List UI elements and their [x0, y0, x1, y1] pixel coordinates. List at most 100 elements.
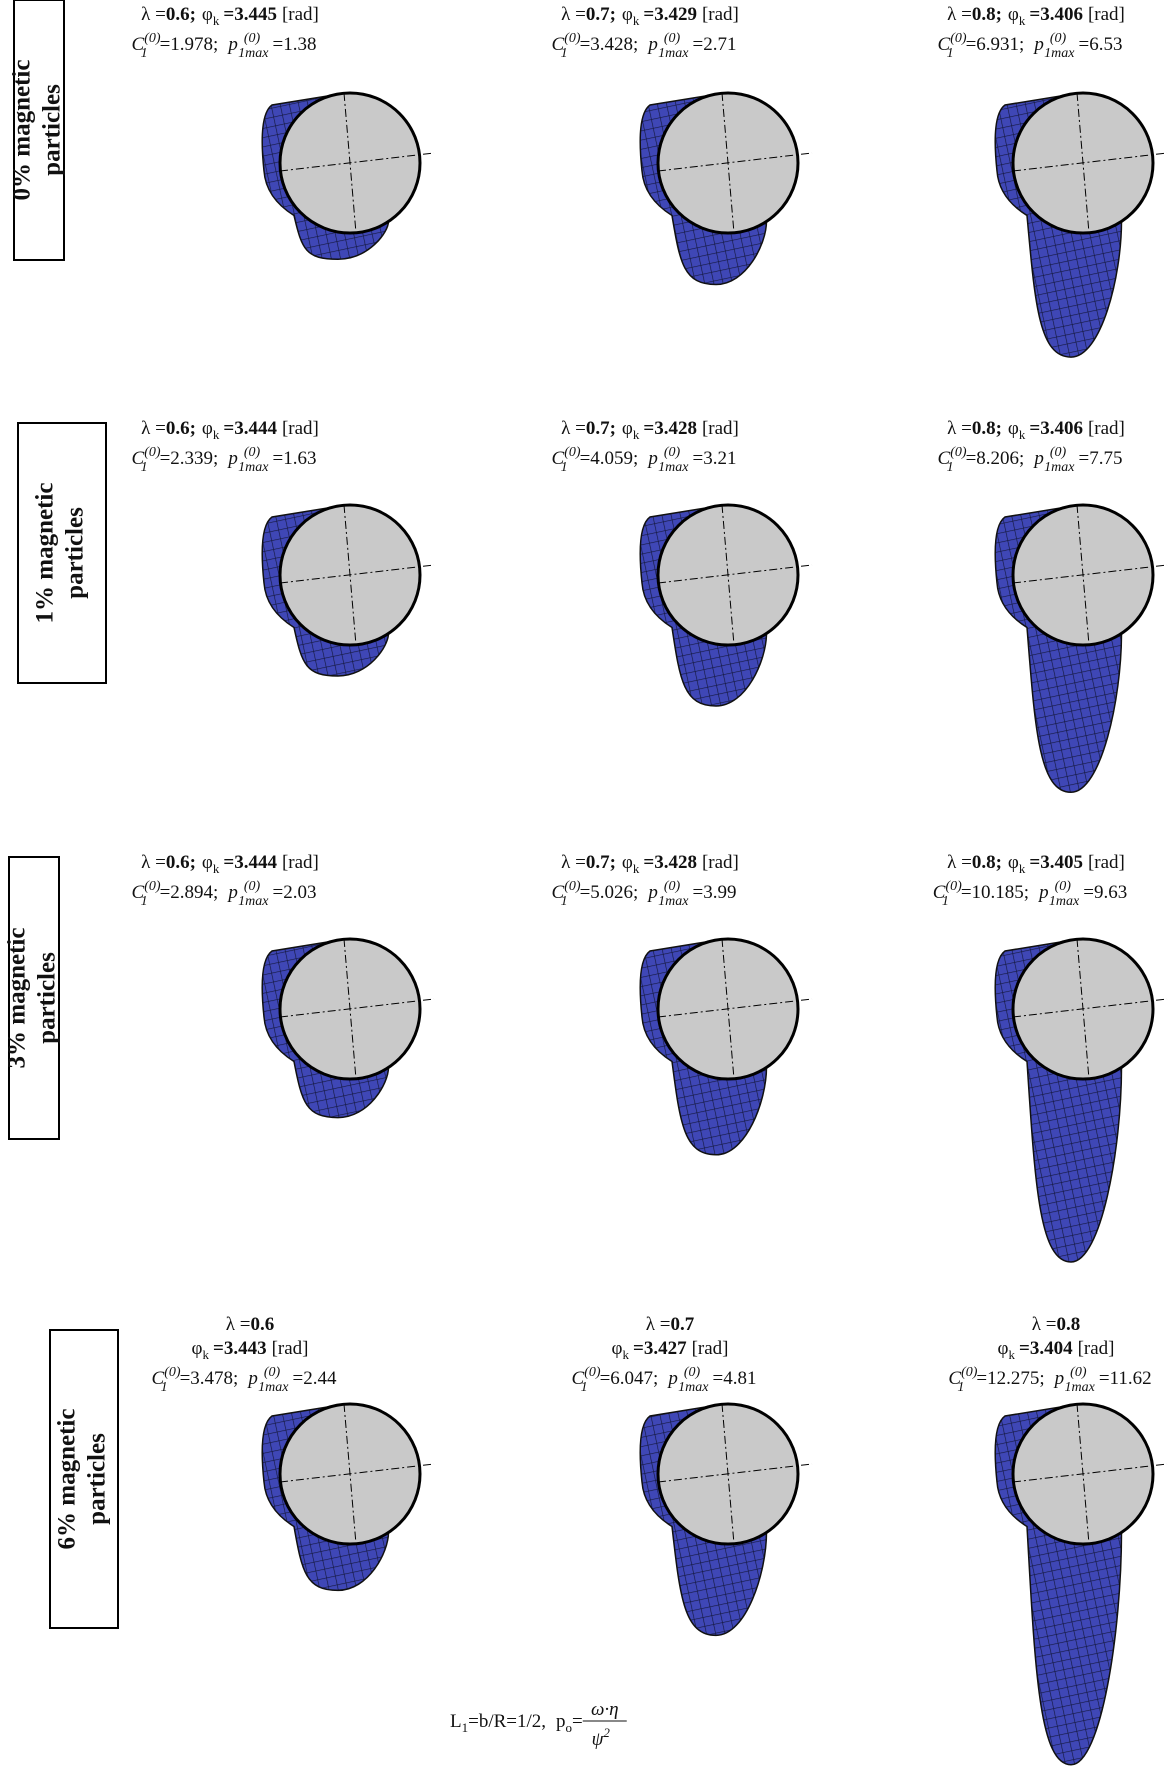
phi-value: 3.406 [1040, 4, 1083, 25]
coefficient-line: C(0)1=6.047;p(0)1max=4.81 [572, 1365, 757, 1395]
equals: = [160, 882, 171, 903]
equals: = [692, 34, 703, 55]
equals: = [600, 1368, 611, 1389]
cell: λ =0.8φk=3.404[rad]C(0)1=12.275;p(0)1max… [948, 1314, 1167, 1765]
phi-value: 3.405 [1040, 852, 1083, 873]
phi-subscript: k [213, 861, 220, 876]
unit: [rad] [272, 1338, 309, 1359]
separator: ; [213, 34, 218, 55]
lambda-symbol: λ = [1032, 1314, 1057, 1335]
lambda-symbol: λ = [561, 852, 586, 873]
p-symbol: p [226, 34, 238, 55]
c-value: 10.185 [972, 882, 1024, 903]
p-superscript: (0) [264, 1365, 281, 1380]
equals: = [580, 882, 591, 903]
cell: λ =0.8;φk=3.405[rad]C(0)1=10.185;p(0)1ma… [933, 852, 1167, 1262]
phi-symbol: φ [622, 852, 633, 873]
separator: ; [190, 4, 196, 25]
lambda-symbol: λ = [226, 1314, 251, 1335]
equals: = [976, 1368, 987, 1389]
c-value: 6.047 [610, 1368, 653, 1389]
p-value: 1.38 [283, 34, 316, 55]
p-superscript: (0) [1050, 31, 1067, 46]
unit: [rad] [1088, 852, 1125, 873]
unit: [rad] [702, 4, 739, 25]
p-superscript: (0) [664, 31, 681, 46]
phi-symbol: φ [202, 418, 213, 439]
p-subscript: 1max [238, 460, 269, 475]
cell: λ =0.6;φk=3.444[rad]C(0)1=2.894;p(0)1max… [132, 852, 434, 1118]
phi-symbol: φ [1008, 4, 1019, 25]
equals: = [712, 1368, 723, 1389]
row-label: particles [39, 84, 66, 176]
p-symbol: p [1037, 882, 1049, 903]
p-symbol: p [646, 882, 658, 903]
row-label: 1% magnetic [32, 483, 59, 624]
p-symbol: p [246, 1368, 258, 1389]
c-superscript: (0) [144, 31, 161, 46]
equals: = [272, 882, 283, 903]
lambda-value: 0.6 [166, 418, 190, 439]
phi-value: 3.445 [234, 4, 277, 25]
footer-numerator: ω·η [591, 1699, 619, 1720]
phi-subscript: k [1019, 13, 1026, 28]
lambda-symbol: λ = [141, 852, 166, 873]
equals: = [966, 448, 977, 469]
parameter-line: λ =0.8;φk=3.406[rad] [947, 4, 1125, 28]
separator: ; [633, 448, 638, 469]
p-value: 3.99 [703, 882, 736, 903]
c-subscript: 1 [141, 46, 148, 61]
equals: = [160, 34, 171, 55]
p-value: 9.63 [1094, 882, 1127, 903]
p-value: 11.62 [1110, 1368, 1152, 1389]
cell: λ =0.6;φk=3.444[rad]C(0)1=2.339;p(0)1max… [132, 418, 434, 676]
c-superscript: (0) [564, 31, 581, 46]
p-symbol: p [1053, 1368, 1065, 1389]
lambda-symbol: λ = [561, 418, 586, 439]
equals: = [580, 448, 591, 469]
coefficient-line: C(0)1=4.059;p(0)1max=3.21 [552, 445, 737, 475]
p-superscript: (0) [244, 31, 261, 46]
p-value: 2.03 [283, 882, 316, 903]
unit: [rad] [282, 852, 319, 873]
coefficient-line: C(0)1=12.275;p(0)1max=11.62 [948, 1365, 1151, 1395]
c-subscript: 1 [947, 460, 954, 475]
unit: [rad] [282, 418, 319, 439]
cell: λ =0.7φk=3.427[rad]C(0)1=6.047;p(0)1max=… [572, 1314, 812, 1635]
separator: ; [1019, 448, 1024, 469]
p-value: 2.71 [703, 34, 736, 55]
lambda-value: 0.7 [586, 852, 610, 873]
footer-eq: = [572, 1711, 583, 1732]
p-value: 6.53 [1089, 34, 1122, 55]
lambda-symbol: λ = [561, 4, 586, 25]
lambda-value: 0.8 [972, 418, 996, 439]
equals: = [692, 882, 703, 903]
row-label: 6% magnetic [54, 1409, 81, 1550]
row-label: 3% magnetic [4, 928, 31, 1069]
footer-rest: =b/R=1/2, [468, 1711, 546, 1732]
p-subscript: 1max [238, 894, 269, 909]
equals: = [272, 34, 283, 55]
footer-l: L [450, 1711, 462, 1732]
p-symbol: p [1032, 34, 1044, 55]
phi-subscript: k [633, 13, 640, 28]
p-symbol: p [646, 448, 658, 469]
parameter-line: φk=3.443[rad] [192, 1338, 309, 1362]
equals: = [1029, 4, 1040, 25]
c-superscript: (0) [564, 879, 581, 894]
row-label: particles [34, 952, 61, 1044]
separator: ; [213, 882, 218, 903]
c-superscript: (0) [945, 879, 962, 894]
separator: ; [1019, 34, 1024, 55]
c-value: 3.478 [190, 1368, 233, 1389]
cell: λ =0.7;φk=3.428[rad]C(0)1=4.059;p(0)1max… [552, 418, 812, 706]
phi-value: 3.427 [644, 1338, 687, 1359]
equals: = [1099, 1368, 1110, 1389]
figure: 0% magneticparticles1% magneticparticles… [0, 0, 1173, 1774]
separator: ; [190, 418, 196, 439]
coefficient-line: C(0)1=2.339;p(0)1max=1.63 [132, 445, 317, 475]
separator: ; [996, 4, 1002, 25]
phi-subscript: k [1019, 427, 1026, 442]
lambda-value: 0.8 [972, 4, 996, 25]
equals: = [1078, 448, 1089, 469]
